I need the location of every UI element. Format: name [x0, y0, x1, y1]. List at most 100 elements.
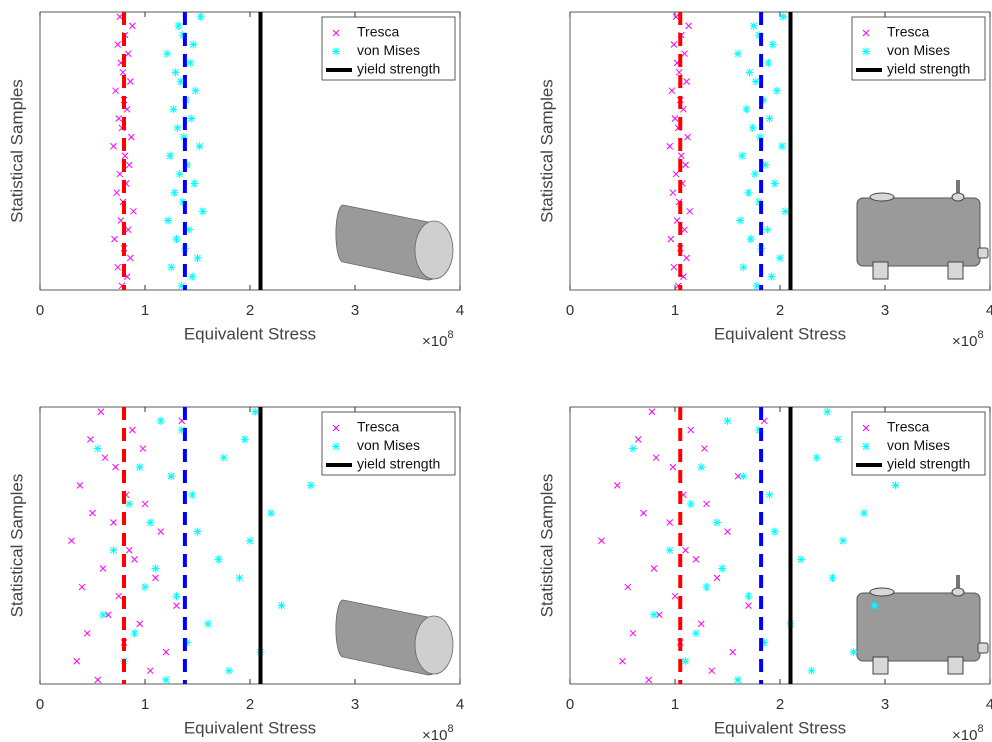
sample-point — [870, 601, 879, 610]
sample-point — [127, 133, 135, 141]
sample-point — [797, 555, 805, 564]
sample-point — [665, 546, 674, 555]
sample-point — [97, 408, 105, 416]
sample-point — [682, 546, 689, 554]
sample-point — [655, 611, 663, 619]
sample-point — [723, 416, 732, 425]
sample-point — [116, 13, 124, 21]
sample-point — [178, 197, 187, 206]
sample-point — [629, 629, 637, 637]
sample-point — [598, 537, 605, 545]
sample-point — [764, 58, 773, 67]
sample-point — [681, 657, 690, 666]
sample-point — [669, 463, 677, 471]
sample-point — [129, 22, 136, 30]
sample-point — [767, 272, 776, 281]
sample-point — [736, 216, 745, 225]
sample-point — [849, 648, 858, 657]
sample-point — [204, 619, 212, 628]
sample-point — [687, 426, 695, 434]
sample-point — [713, 574, 721, 582]
sample-point — [115, 115, 123, 122]
sample-point — [729, 648, 737, 656]
sample-point — [246, 536, 254, 545]
sample-point — [152, 574, 159, 582]
sample-point — [188, 490, 197, 499]
x-axis-label: Equivalent Stress — [714, 718, 846, 737]
x-tick-label: 0 — [566, 302, 574, 319]
x-tick-label: 2 — [776, 302, 784, 319]
sample-point — [173, 602, 180, 609]
sample-point — [613, 482, 621, 489]
sample-point — [188, 272, 197, 281]
sample-point — [770, 179, 779, 188]
sample-point — [126, 78, 134, 85]
sample-point — [738, 151, 747, 160]
x-tick-label: 4 — [986, 696, 992, 713]
legend-label: von Mises — [357, 437, 420, 453]
sample-point — [672, 170, 680, 178]
sample-point — [686, 207, 694, 215]
x-tick-label: 2 — [246, 696, 254, 713]
sample-point — [760, 638, 769, 647]
sample-point — [115, 592, 123, 600]
sample-point — [157, 528, 165, 536]
x-tick-label: 0 — [566, 696, 574, 713]
sample-point — [748, 123, 757, 132]
sample-point — [739, 472, 748, 481]
sample-point — [807, 666, 816, 675]
sample-point — [136, 620, 144, 628]
sample-point — [749, 21, 758, 30]
x-multiplier-exponent: 8 — [447, 329, 453, 341]
sample-point — [99, 565, 107, 572]
sample-point — [739, 263, 748, 272]
sample-point — [166, 151, 175, 160]
sample-point — [193, 527, 202, 536]
y-axis-label: Statistical Samples — [537, 79, 556, 223]
sample-point — [671, 592, 679, 600]
y-axis-label: Statistical Samples — [7, 474, 26, 618]
sample-point — [755, 425, 763, 434]
legend-marker — [862, 29, 870, 37]
sample-point — [112, 463, 119, 471]
x-multiplier-base: ×10 — [422, 727, 447, 742]
x-tick-label: 4 — [456, 696, 464, 713]
sample-point — [306, 481, 315, 490]
sample-point — [104, 611, 112, 619]
sample-point — [751, 77, 760, 86]
sample-point — [156, 416, 165, 425]
x-tick-label: 3 — [351, 696, 359, 713]
sample-point — [891, 481, 900, 490]
sample-point — [692, 629, 700, 638]
sample-point — [761, 160, 770, 169]
sample-point — [110, 519, 117, 526]
sample-point — [162, 648, 170, 656]
sample-point — [167, 263, 176, 272]
y-axis-label: Statistical Samples — [7, 79, 26, 223]
sample-point — [645, 676, 653, 684]
sample-point — [175, 170, 184, 179]
sample-point — [734, 472, 742, 480]
sample-point — [73, 657, 81, 665]
sample-point — [171, 68, 180, 77]
sample-point — [670, 41, 678, 48]
sample-point — [697, 463, 706, 472]
sample-point — [648, 408, 656, 416]
x-multiplier: ×108 — [952, 329, 984, 350]
sample-point — [141, 583, 149, 592]
sample-point — [672, 13, 680, 21]
sample-point — [130, 629, 139, 638]
x-tick-label: 2 — [776, 696, 784, 713]
sample-point — [183, 638, 191, 647]
sample-point — [146, 518, 155, 527]
sample-point — [652, 454, 660, 462]
x-multiplier: ×108 — [422, 329, 454, 350]
sample-point — [219, 453, 228, 462]
sample-point — [718, 564, 727, 573]
x-multiplier-exponent: 8 — [447, 723, 453, 735]
legend-marker — [332, 424, 340, 432]
sample-point — [190, 179, 199, 188]
sample-point — [640, 509, 647, 517]
sample-point — [176, 77, 185, 86]
